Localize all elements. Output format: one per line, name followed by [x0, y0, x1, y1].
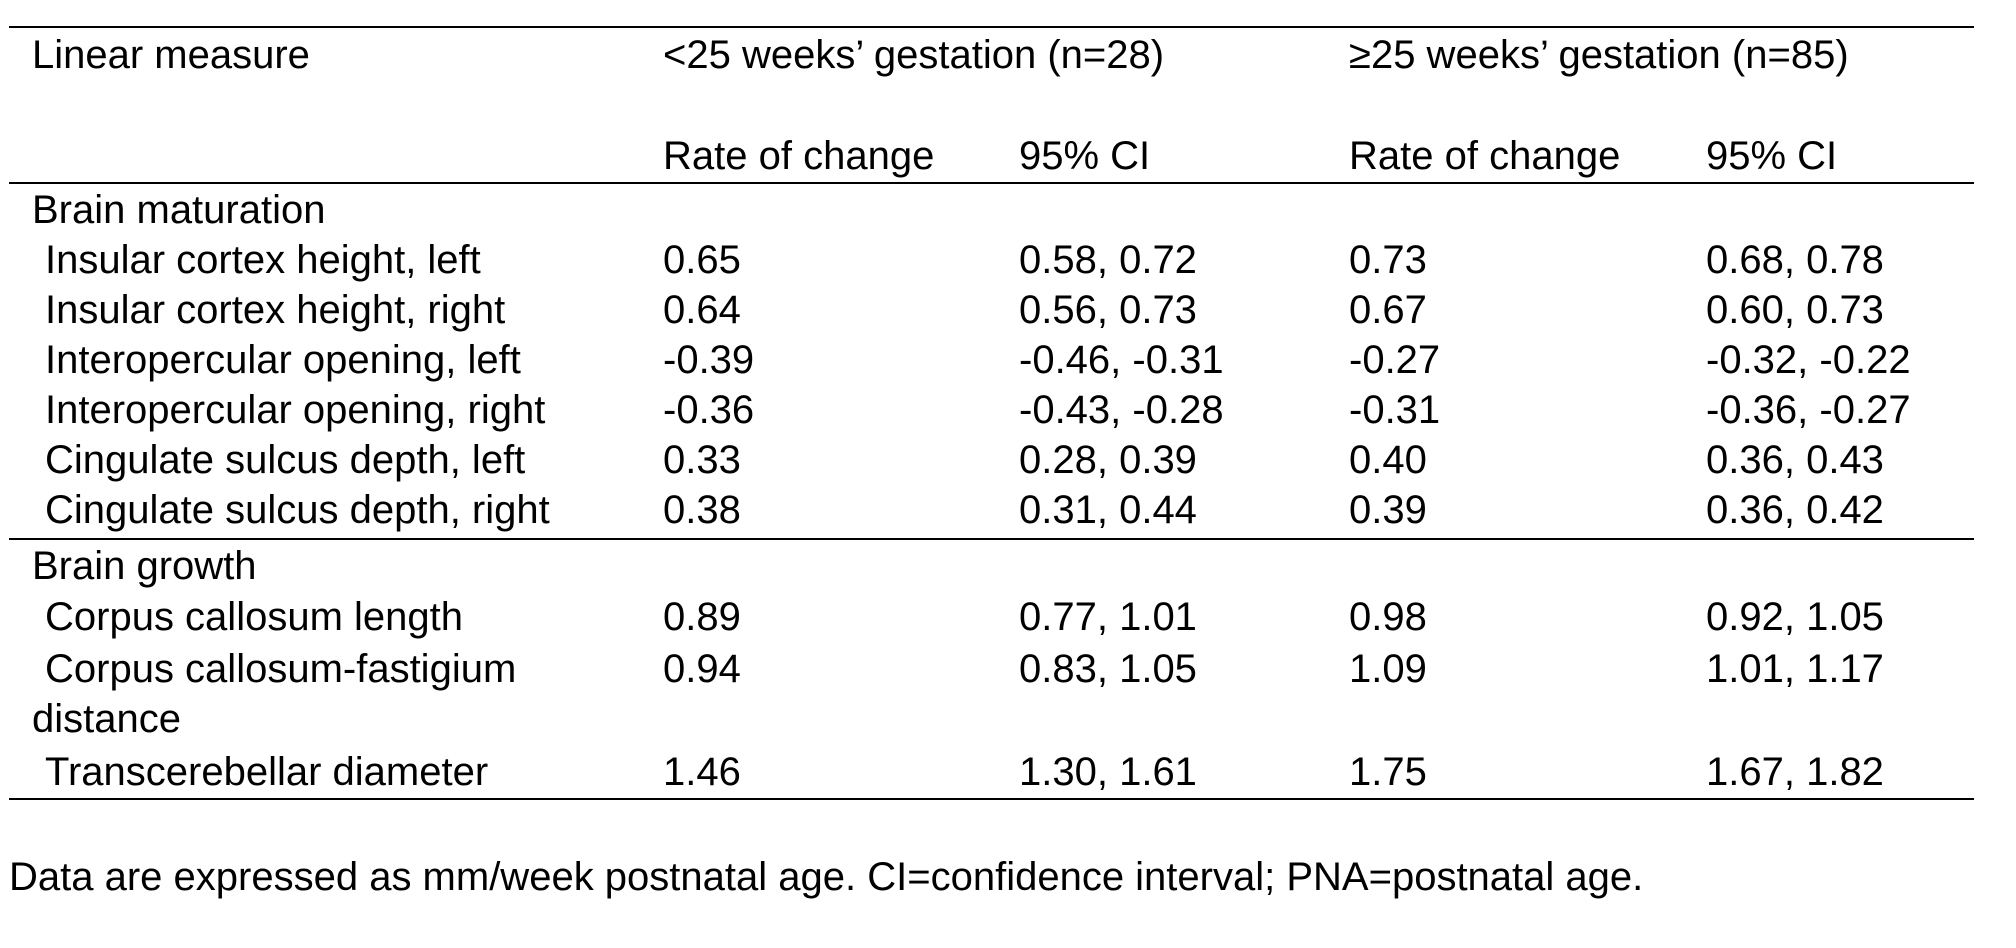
table-header-rule — [9, 182, 1974, 184]
ci-group2: 0.68, 0.78 — [1706, 238, 1884, 282]
subheader-ci-group1: 95% CI — [1019, 134, 1151, 178]
ci-group1: 0.58, 0.72 — [1019, 238, 1197, 282]
header-group-under-25-weeks: <25 weeks’ gestation (n=28) — [663, 33, 1165, 77]
header-group-25-weeks-or-more: ≥25 weeks’ gestation (n=85) — [1349, 33, 1849, 77]
table-header-row: Linear measure <25 weeks’ gestation (n=2… — [0, 30, 2016, 80]
rate-group2: -0.31 — [1349, 388, 1441, 432]
ci-group2: 0.36, 0.43 — [1706, 438, 1884, 482]
measure-name: Interopercular opening, left — [45, 338, 521, 382]
section-title-row: Brain maturation — [0, 185, 2016, 235]
measure-name: Interopercular opening, right — [45, 388, 546, 432]
table-bottom-rule — [9, 798, 1974, 800]
rate-group2: 0.73 — [1349, 238, 1427, 282]
measure-name: Cingulate sulcus depth, left — [45, 438, 526, 482]
rate-group1: 0.65 — [663, 238, 741, 282]
ci-group2: 0.60, 0.73 — [1706, 288, 1884, 332]
rate-group2: 0.39 — [1349, 488, 1427, 532]
rate-group2: 0.98 — [1349, 595, 1427, 639]
ci-group1: 0.31, 0.44 — [1019, 488, 1197, 532]
ci-group1: -0.46, -0.31 — [1019, 338, 1224, 382]
table-row: Cingulate sulcus depth, left 0.33 0.28, … — [0, 435, 2016, 485]
table-row: Insular cortex height, right 0.64 0.56, … — [0, 285, 2016, 335]
ci-group1: 0.28, 0.39 — [1019, 438, 1197, 482]
rate-group2: 0.67 — [1349, 288, 1427, 332]
rate-group2: 1.09 — [1349, 647, 1427, 691]
measure-name: Insular cortex height, right — [45, 288, 506, 332]
measure-name: Corpus callosum-fastigium — [45, 647, 517, 691]
ci-group1: -0.43, -0.28 — [1019, 388, 1224, 432]
table-row: Interopercular opening, right -0.36 -0.4… — [0, 385, 2016, 435]
ci-group2: 1.67, 1.82 — [1706, 750, 1884, 794]
section-title-brain-maturation: Brain maturation — [32, 188, 326, 232]
measure-name: Corpus callosum length — [45, 595, 463, 639]
rate-group1: 0.64 — [663, 288, 741, 332]
section-divider-rule — [9, 538, 1974, 540]
table-footnote: Data are expressed as mm/week postnatal … — [9, 855, 1644, 899]
table-row: Insular cortex height, left 0.65 0.58, 0… — [0, 235, 2016, 285]
header-linear-measure: Linear measure — [32, 33, 310, 77]
rate-group2: -0.27 — [1349, 338, 1441, 382]
rate-group1: -0.39 — [663, 338, 755, 382]
subheader-rate-of-change-group1: Rate of change — [663, 134, 935, 178]
rate-group1: 0.33 — [663, 438, 741, 482]
ci-group2: 1.01, 1.17 — [1706, 647, 1884, 691]
measure-name-continuation: distance — [32, 697, 181, 741]
rate-group2: 1.75 — [1349, 750, 1427, 794]
ci-group1: 0.56, 0.73 — [1019, 288, 1197, 332]
ci-group2: -0.36, -0.27 — [1706, 388, 1911, 432]
table-row: Corpus callosum length 0.89 0.77, 1.01 0… — [0, 592, 2016, 642]
section-title-brain-growth: Brain growth — [32, 544, 257, 588]
table-row: Transcerebellar diameter 1.46 1.30, 1.61… — [0, 747, 2016, 797]
section-title-row: Brain growth — [0, 541, 2016, 591]
ci-group1: 1.30, 1.61 — [1019, 750, 1197, 794]
ci-group1: 0.83, 1.05 — [1019, 647, 1197, 691]
subheader-rate-of-change-group2: Rate of change — [1349, 134, 1621, 178]
rate-group1: -0.36 — [663, 388, 755, 432]
rate-group1: 1.46 — [663, 750, 741, 794]
table-row: Cingulate sulcus depth, right 0.38 0.31,… — [0, 485, 2016, 535]
measure-name: Insular cortex height, left — [45, 238, 481, 282]
table-row: Corpus callosum-fastigium 0.94 0.83, 1.0… — [0, 644, 2016, 694]
ci-group2: -0.32, -0.22 — [1706, 338, 1911, 382]
ci-group2: 0.36, 0.42 — [1706, 488, 1884, 532]
table-row: Interopercular opening, left -0.39 -0.46… — [0, 335, 2016, 385]
rate-group1: 0.94 — [663, 647, 741, 691]
measure-name: Transcerebellar diameter — [45, 750, 489, 794]
rate-group2: 0.40 — [1349, 438, 1427, 482]
rate-group1: 0.89 — [663, 595, 741, 639]
ci-group2: 0.92, 1.05 — [1706, 595, 1884, 639]
measure-name: Cingulate sulcus depth, right — [45, 488, 550, 532]
table-subheader-row: Rate of change 95% CI Rate of change 95%… — [0, 131, 2016, 181]
subheader-ci-group2: 95% CI — [1706, 134, 1838, 178]
table-top-rule — [9, 26, 1974, 28]
rate-group1: 0.38 — [663, 488, 741, 532]
ci-group1: 0.77, 1.01 — [1019, 595, 1197, 639]
